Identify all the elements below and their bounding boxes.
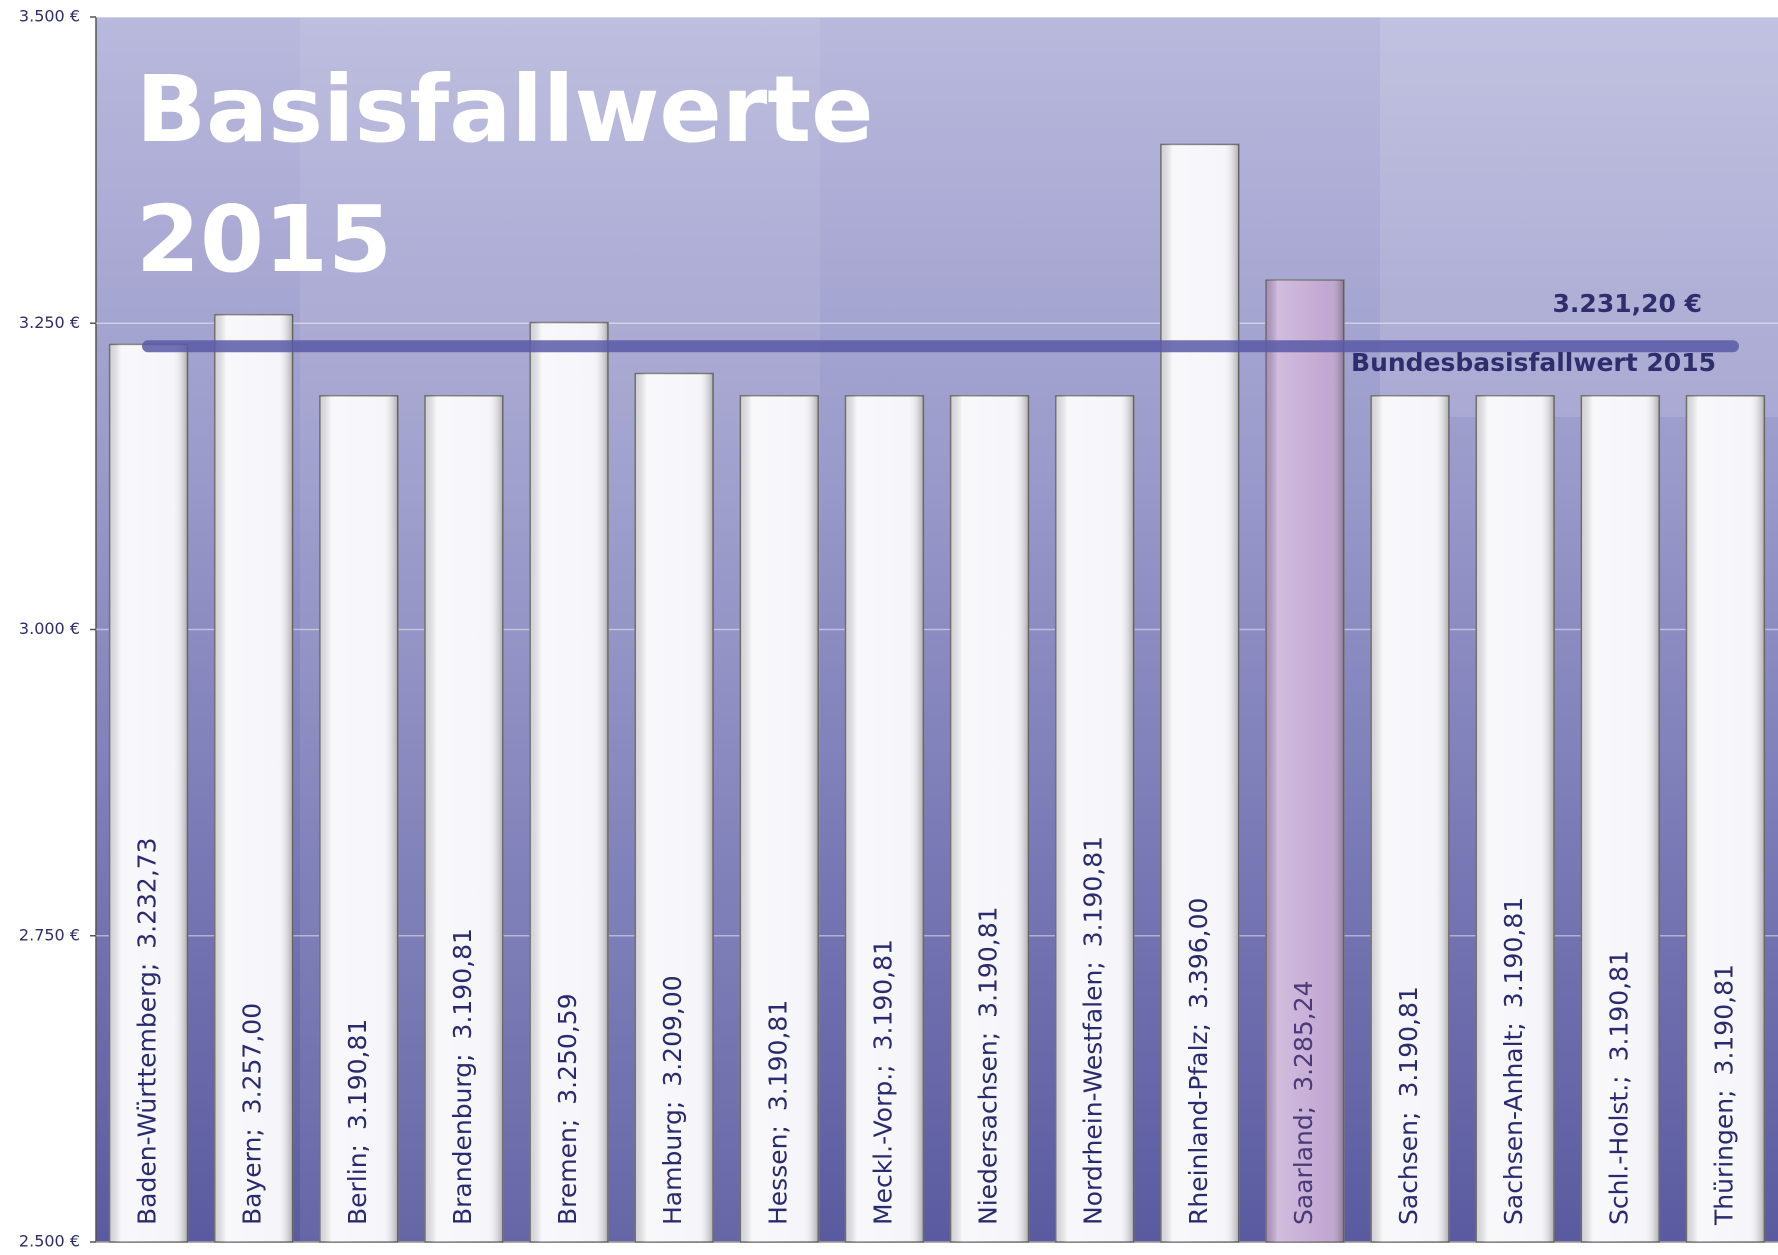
category-label: Nordrhein-Westfalen; <box>1079 961 1108 1225</box>
data-label: Brandenburg; 3.190,81 <box>448 928 477 1225</box>
data-label: Schl.-Holst.; 3.190,81 <box>1604 950 1633 1225</box>
value-label: 3.190,81 <box>343 1019 372 1130</box>
data-label: Thüringen; 3.190,81 <box>1709 964 1738 1226</box>
data-label: Bremen; 3.250,59 <box>553 993 582 1225</box>
data-label: Nordrhein-Westfalen; 3.190,81 <box>1079 836 1108 1225</box>
category-label: Rheinland-Pfalz; <box>1184 1023 1213 1225</box>
bar-shading <box>1371 395 1450 1242</box>
category-label: Berlin; <box>343 1144 372 1225</box>
bar-shading <box>635 373 714 1243</box>
value-label: 3.257,00 <box>238 1003 267 1114</box>
value-label: 3.190,81 <box>1499 897 1528 1008</box>
category-label: Hamburg; <box>658 1101 687 1225</box>
y-tick-label: 2.500 € <box>19 1232 80 1251</box>
data-label: Meckl.-Vorp.; 3.190,81 <box>868 939 897 1225</box>
bar-shading <box>740 395 819 1242</box>
category-label: Niedersachsen; <box>974 1032 1003 1225</box>
bar-shading <box>424 395 503 1242</box>
bar-shading <box>1265 280 1344 1242</box>
reference-name-label: Bundesbasisfallwert 2015 <box>1351 348 1716 377</box>
bar-shading <box>950 395 1029 1242</box>
value-label: 3.190,81 <box>1604 950 1633 1061</box>
category-label: Sachsen-Anhalt; <box>1499 1022 1528 1225</box>
data-label: Baden-Württemberg; 3.232,73 <box>133 837 162 1225</box>
y-tick-label: 3.000 € <box>19 619 80 638</box>
y-tick-label: 2.750 € <box>19 925 80 944</box>
data-label: Hessen; 3.190,81 <box>763 1000 792 1225</box>
category-label: Thüringen; <box>1709 1089 1738 1226</box>
bar-shading <box>109 344 188 1242</box>
reference-value-label: 3.231,20 € <box>1553 289 1702 318</box>
bar-shading <box>1686 395 1765 1242</box>
value-label: 3.190,81 <box>763 1000 792 1111</box>
data-label: Sachsen-Anhalt; 3.190,81 <box>1499 897 1528 1225</box>
value-label: 3.190,81 <box>1709 964 1738 1075</box>
data-label: Bayern; 3.257,00 <box>238 1003 267 1225</box>
bar-shading <box>845 395 924 1242</box>
value-label: 3.209,00 <box>658 975 687 1086</box>
y-tick-label: 3.250 € <box>19 313 80 332</box>
value-label: 3.190,81 <box>868 939 897 1050</box>
value-label: 3.250,59 <box>553 993 582 1104</box>
bar-shading <box>214 314 293 1242</box>
data-label: Saarland; 3.285,24 <box>1289 980 1318 1225</box>
chart-title: Basisfallwerte 2015 <box>136 56 874 293</box>
category-label: Hessen; <box>763 1125 792 1225</box>
data-label: Rheinland-Pfalz; 3.396,00 <box>1184 898 1213 1225</box>
bar-shading <box>319 395 398 1242</box>
value-label: 3.232,73 <box>133 837 162 948</box>
bar-shading <box>1581 395 1660 1242</box>
value-label: 3.190,81 <box>1394 986 1423 1097</box>
category-label: Sachsen; <box>1394 1112 1423 1225</box>
value-label: 3.190,81 <box>974 907 1003 1018</box>
value-label: 3.285,24 <box>1289 980 1318 1091</box>
value-label: 3.396,00 <box>1184 898 1213 1009</box>
data-label: Niedersachsen; 3.190,81 <box>974 907 1003 1226</box>
category-label: Saarland; <box>1289 1106 1318 1225</box>
data-label: Hamburg; 3.209,00 <box>658 975 687 1225</box>
bar-shading <box>530 322 609 1243</box>
data-label: Berlin; 3.190,81 <box>343 1019 372 1225</box>
bar-shading <box>1476 395 1555 1242</box>
value-label: 3.190,81 <box>448 928 477 1039</box>
data-label: Sachsen; 3.190,81 <box>1394 986 1423 1225</box>
category-label: Schl.-Holst.; <box>1604 1075 1633 1225</box>
category-label: Baden-Württemberg; <box>133 963 162 1225</box>
value-label: 3.190,81 <box>1079 836 1108 947</box>
category-label: Bayern; <box>238 1128 267 1225</box>
bar-shading <box>1055 395 1134 1242</box>
category-label: Meckl.-Vorp.; <box>868 1064 897 1225</box>
bar-shading <box>1160 144 1239 1242</box>
category-label: Bremen; <box>553 1119 582 1225</box>
y-tick-label: 3.500 € <box>19 7 80 26</box>
category-label: Brandenburg; <box>448 1053 477 1225</box>
